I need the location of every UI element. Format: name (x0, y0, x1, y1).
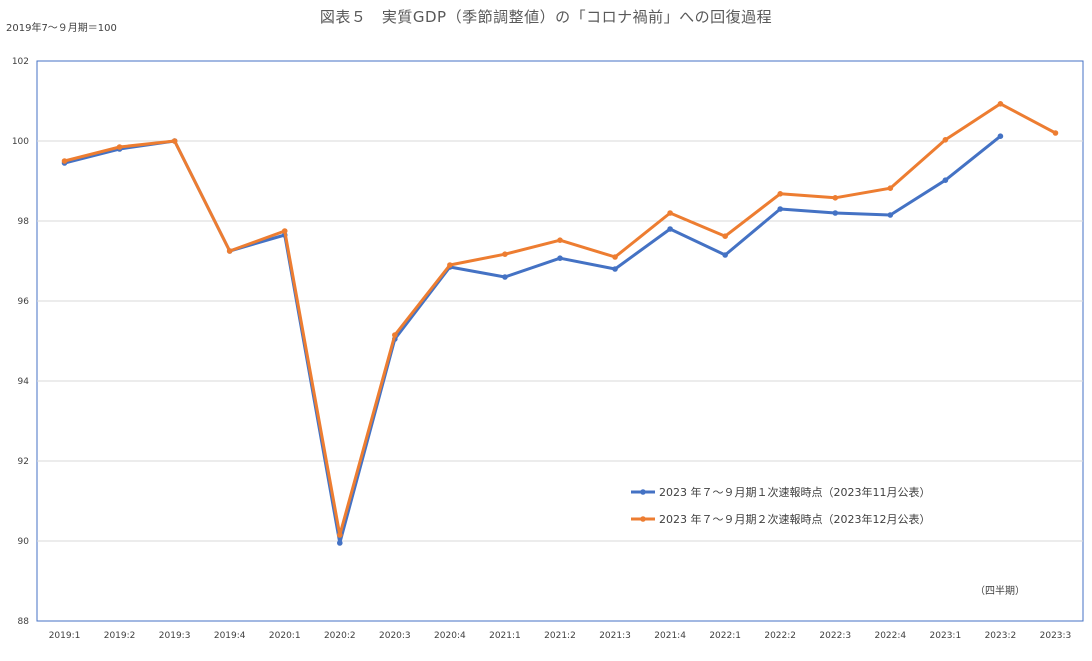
x-tick-label: 2021:3 (599, 631, 631, 641)
data-point (557, 237, 563, 243)
legend-label: 2023 年７～９月期１次速報時点（2023年11月公表） (659, 485, 930, 499)
data-point (116, 144, 123, 150)
x-tick-label: 2020:4 (434, 631, 466, 641)
data-point (997, 101, 1004, 107)
data-point (226, 248, 233, 254)
data-point (336, 532, 343, 538)
data-point (832, 195, 839, 201)
data-point (997, 133, 1004, 139)
x-tick-label: 2019:3 (159, 631, 191, 641)
y-tick-label: 88 (18, 617, 30, 627)
data-point (502, 251, 508, 257)
x-tick-label: 2023:1 (930, 631, 962, 641)
x-tick-label: 2019:1 (49, 631, 81, 641)
y-tick-label: 100 (12, 137, 29, 147)
data-point (447, 262, 453, 268)
x-tick-label: 2021:2 (544, 631, 576, 641)
data-point (667, 210, 673, 216)
x-tick-label: 2021:4 (654, 631, 686, 641)
data-point (942, 137, 949, 143)
data-point (777, 206, 784, 212)
x-tick-label: 2019:2 (104, 631, 136, 641)
data-point (612, 254, 618, 260)
y-tick-label: 90 (18, 537, 30, 547)
y-axis-ticks: 88 90 92 94 96 98 100 102 (12, 57, 29, 627)
chart-title: 図表５ 実質GDP（季節調整値）の「コロナ禍前」への回復過程 (319, 8, 773, 26)
data-point (1052, 130, 1059, 136)
plot-area (36, 60, 1084, 622)
y-tick-label: 98 (18, 217, 30, 227)
data-point (777, 191, 784, 197)
data-point (336, 540, 343, 546)
legend-marker (640, 516, 646, 522)
y-tick-label: 92 (18, 457, 29, 467)
data-point (557, 255, 563, 261)
legend: 2023 年７～９月期１次速報時点（2023年11月公表） 2023 年７～９月期… (631, 485, 930, 526)
x-tick-label: 2020:1 (269, 631, 301, 641)
data-point (281, 228, 288, 234)
y-tick-label: 94 (18, 377, 30, 387)
data-point (61, 158, 68, 164)
x-tick-label: 2021:1 (489, 631, 521, 641)
data-point (612, 266, 618, 272)
x-tick-label: 2019:4 (214, 631, 246, 641)
data-point (171, 138, 178, 144)
x-tick-label: 2022:3 (819, 631, 851, 641)
x-tick-label: 2022:4 (874, 631, 906, 641)
data-point (392, 332, 398, 338)
data-point (832, 210, 839, 216)
x-tick-label: 2023:2 (985, 631, 1017, 641)
base-period-note: 2019年7～９月期＝100 (6, 23, 117, 34)
x-tick-label: 2020:2 (324, 631, 356, 641)
legend-marker (640, 489, 646, 495)
data-point (722, 233, 728, 239)
x-tick-label: 2020:3 (379, 631, 411, 641)
x-tick-label: 2022:1 (709, 631, 741, 641)
data-point (887, 185, 894, 191)
data-point (502, 274, 508, 280)
x-tick-label: 2022:2 (764, 631, 796, 641)
y-tick-label: 96 (18, 297, 30, 307)
x-axis-ticks: 2019:1 2019:2 2019:3 2019:4 2020:1 2020:2 2020… (49, 631, 1072, 641)
data-point (887, 212, 894, 218)
series-group (61, 101, 1059, 546)
x-tick-label: 2023:3 (1040, 631, 1072, 641)
data-point (667, 226, 673, 232)
data-point (722, 252, 728, 258)
unit-label: （四半期） (975, 584, 1025, 597)
series-2 (61, 101, 1059, 538)
legend-label: 2023 年７～９月期２次速報時点（2023年12月公表） (659, 512, 930, 526)
data-point (942, 177, 949, 183)
gridlines (37, 140, 1083, 542)
y-tick-label: 102 (12, 57, 29, 67)
